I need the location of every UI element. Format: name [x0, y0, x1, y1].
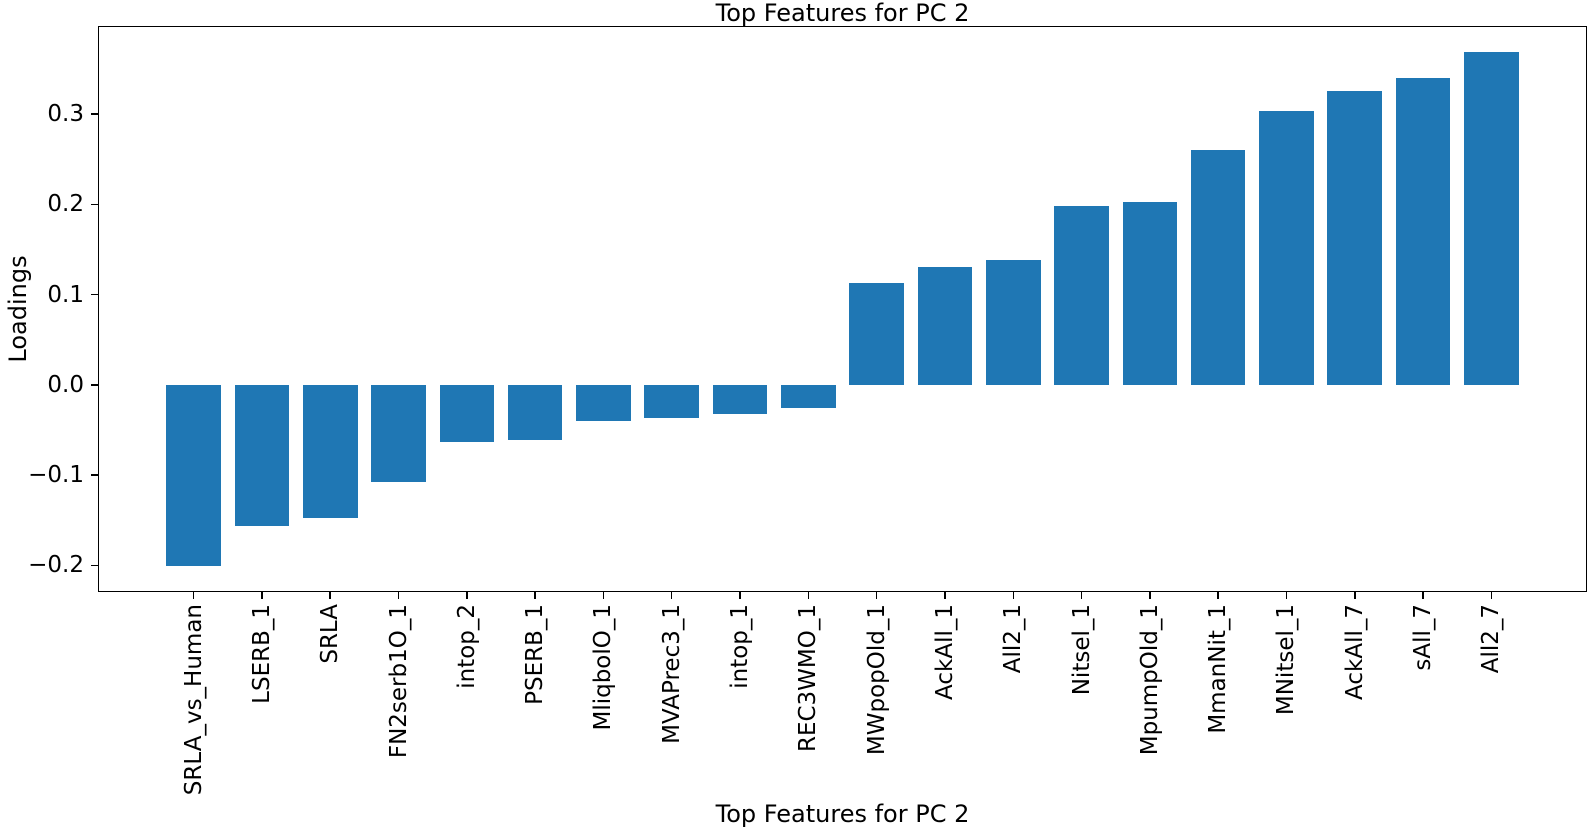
bar	[1259, 111, 1314, 385]
bar	[644, 384, 700, 419]
y-tick-mark	[91, 203, 98, 206]
x-tick-mark	[192, 592, 195, 599]
bar	[371, 384, 426, 483]
x-tick-mark	[739, 592, 741, 599]
x-tick-mark	[944, 592, 946, 599]
x-tick-mark	[329, 592, 331, 599]
bar	[1327, 91, 1383, 385]
bar	[1190, 150, 1246, 385]
y-tick-mark	[91, 293, 98, 296]
y-tick-label: 0.1	[47, 281, 84, 308]
bar	[712, 384, 768, 414]
chart-title: Top Features for PC 2	[715, 0, 970, 27]
x-tick-mark	[1012, 592, 1014, 599]
x-tick-label: SRLA	[317, 604, 344, 664]
x-tick-mark	[1354, 592, 1356, 599]
bar	[302, 384, 358, 518]
x-tick-mark	[1217, 592, 1219, 599]
bar	[507, 384, 563, 440]
bar	[849, 282, 904, 385]
y-tick-label: 0.0	[47, 371, 84, 398]
bar	[985, 260, 1041, 385]
x-tick-mark	[261, 592, 263, 599]
y-tick-label: −0.1	[28, 462, 84, 489]
bar	[917, 266, 973, 385]
y-tick-mark	[91, 113, 98, 115]
x-tick-mark	[602, 592, 605, 599]
y-tick-mark	[91, 384, 98, 386]
bar	[1395, 77, 1451, 385]
bar	[166, 384, 221, 567]
bar	[234, 384, 290, 526]
y-axis-label: Loadings	[4, 255, 32, 363]
y-tick-mark	[91, 474, 98, 476]
x-tick-mark	[397, 592, 400, 599]
x-tick-mark	[1285, 592, 1288, 599]
y-tick-label: −0.2	[28, 552, 84, 579]
x-tick-label: All2_7	[1478, 604, 1505, 674]
bar	[1464, 51, 1519, 385]
x-tick-mark	[466, 592, 468, 599]
y-tick-mark	[91, 564, 98, 567]
x-tick-mark	[1080, 592, 1083, 599]
x-tick-mark	[875, 592, 878, 599]
bar	[576, 384, 631, 421]
bar	[439, 384, 495, 442]
x-tick-mark	[534, 592, 536, 599]
bar	[1054, 206, 1109, 385]
x-tick-mark	[1422, 592, 1424, 599]
bar	[781, 384, 836, 409]
x-tick-mark	[670, 592, 673, 599]
x-tick-mark	[1490, 592, 1493, 599]
x-axis-label: Top Features for PC 2	[715, 800, 970, 828]
x-tick-mark	[807, 592, 810, 599]
x-tick-mark	[1149, 592, 1151, 599]
y-tick-label: 0.2	[47, 191, 84, 218]
bar	[1122, 201, 1178, 385]
y-tick-label: 0.3	[47, 101, 84, 127]
